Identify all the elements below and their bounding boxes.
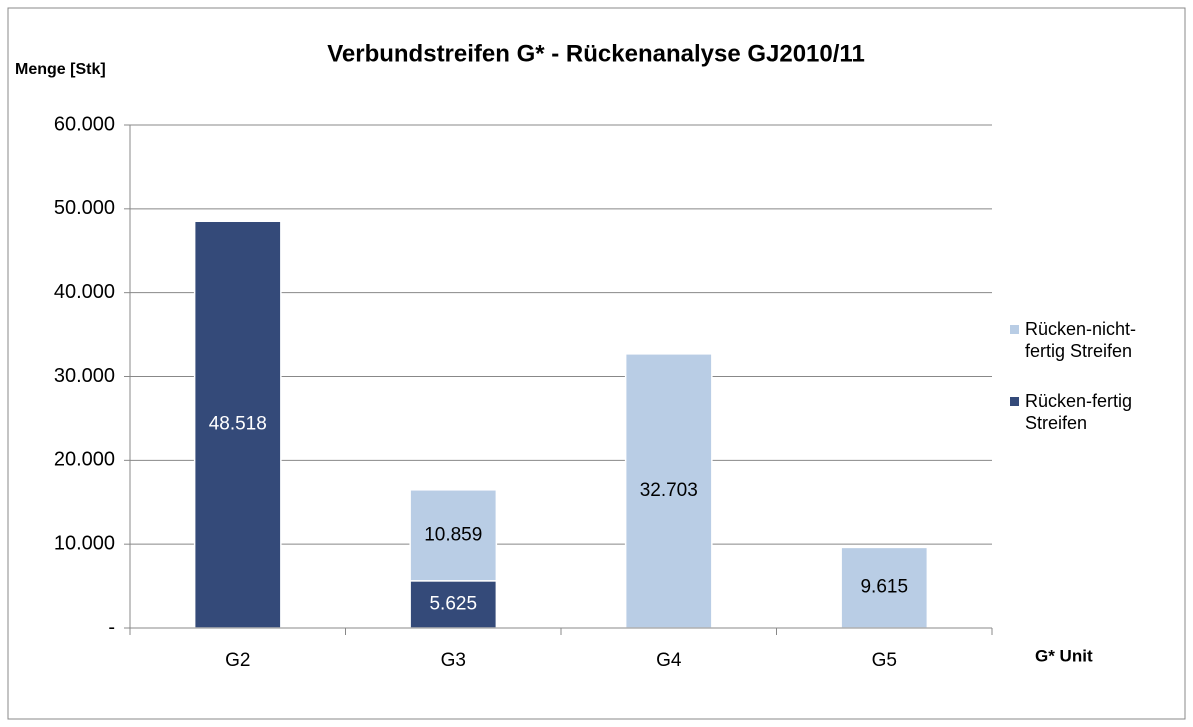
y-tick-label: 50.000 <box>54 197 115 219</box>
y-tick-label: 60.000 <box>54 113 115 135</box>
y-tick-label: 40.000 <box>54 281 115 303</box>
x-tick-label: G4 <box>656 650 682 671</box>
bar-segment <box>840 546 929 629</box>
bar-segment <box>409 489 498 582</box>
data-label: 48.518 <box>209 414 267 435</box>
y-tick-label: 10.000 <box>54 532 115 554</box>
bar-segment <box>624 353 713 629</box>
legend-entry: Rücken-nicht-fertig Streifen <box>1010 318 1175 362</box>
bar-segment <box>193 220 282 629</box>
data-label: 5.625 <box>429 593 477 614</box>
y-tick-label: 30.000 <box>54 365 115 387</box>
bar-segment <box>409 580 498 629</box>
data-label: 10.859 <box>424 524 482 545</box>
x-axis-label: G* Unit <box>1035 646 1093 665</box>
y-tick-label: 20.000 <box>54 449 115 471</box>
x-tick-label: G3 <box>441 650 466 671</box>
data-label: 9.615 <box>860 577 908 598</box>
y-axis-label: Menge [Stk] <box>15 61 106 78</box>
chart-title: Verbundstreifen G* - Rückenanalyse GJ201… <box>327 40 865 67</box>
y-tick-label: - <box>108 616 115 638</box>
legend-swatch <box>1010 325 1019 334</box>
x-tick-label: G2 <box>225 650 250 671</box>
legend-label: Rücken-nicht-fertig Streifen <box>1025 319 1137 361</box>
x-tick-label: G5 <box>872 650 897 671</box>
data-label: 32.703 <box>640 480 698 501</box>
chart-border <box>7 7 1186 720</box>
legend-swatch <box>1010 397 1019 406</box>
legend-label: Rücken-fertig Streifen <box>1025 391 1133 433</box>
legend-entry: Rücken-fertig Streifen <box>1010 390 1175 434</box>
